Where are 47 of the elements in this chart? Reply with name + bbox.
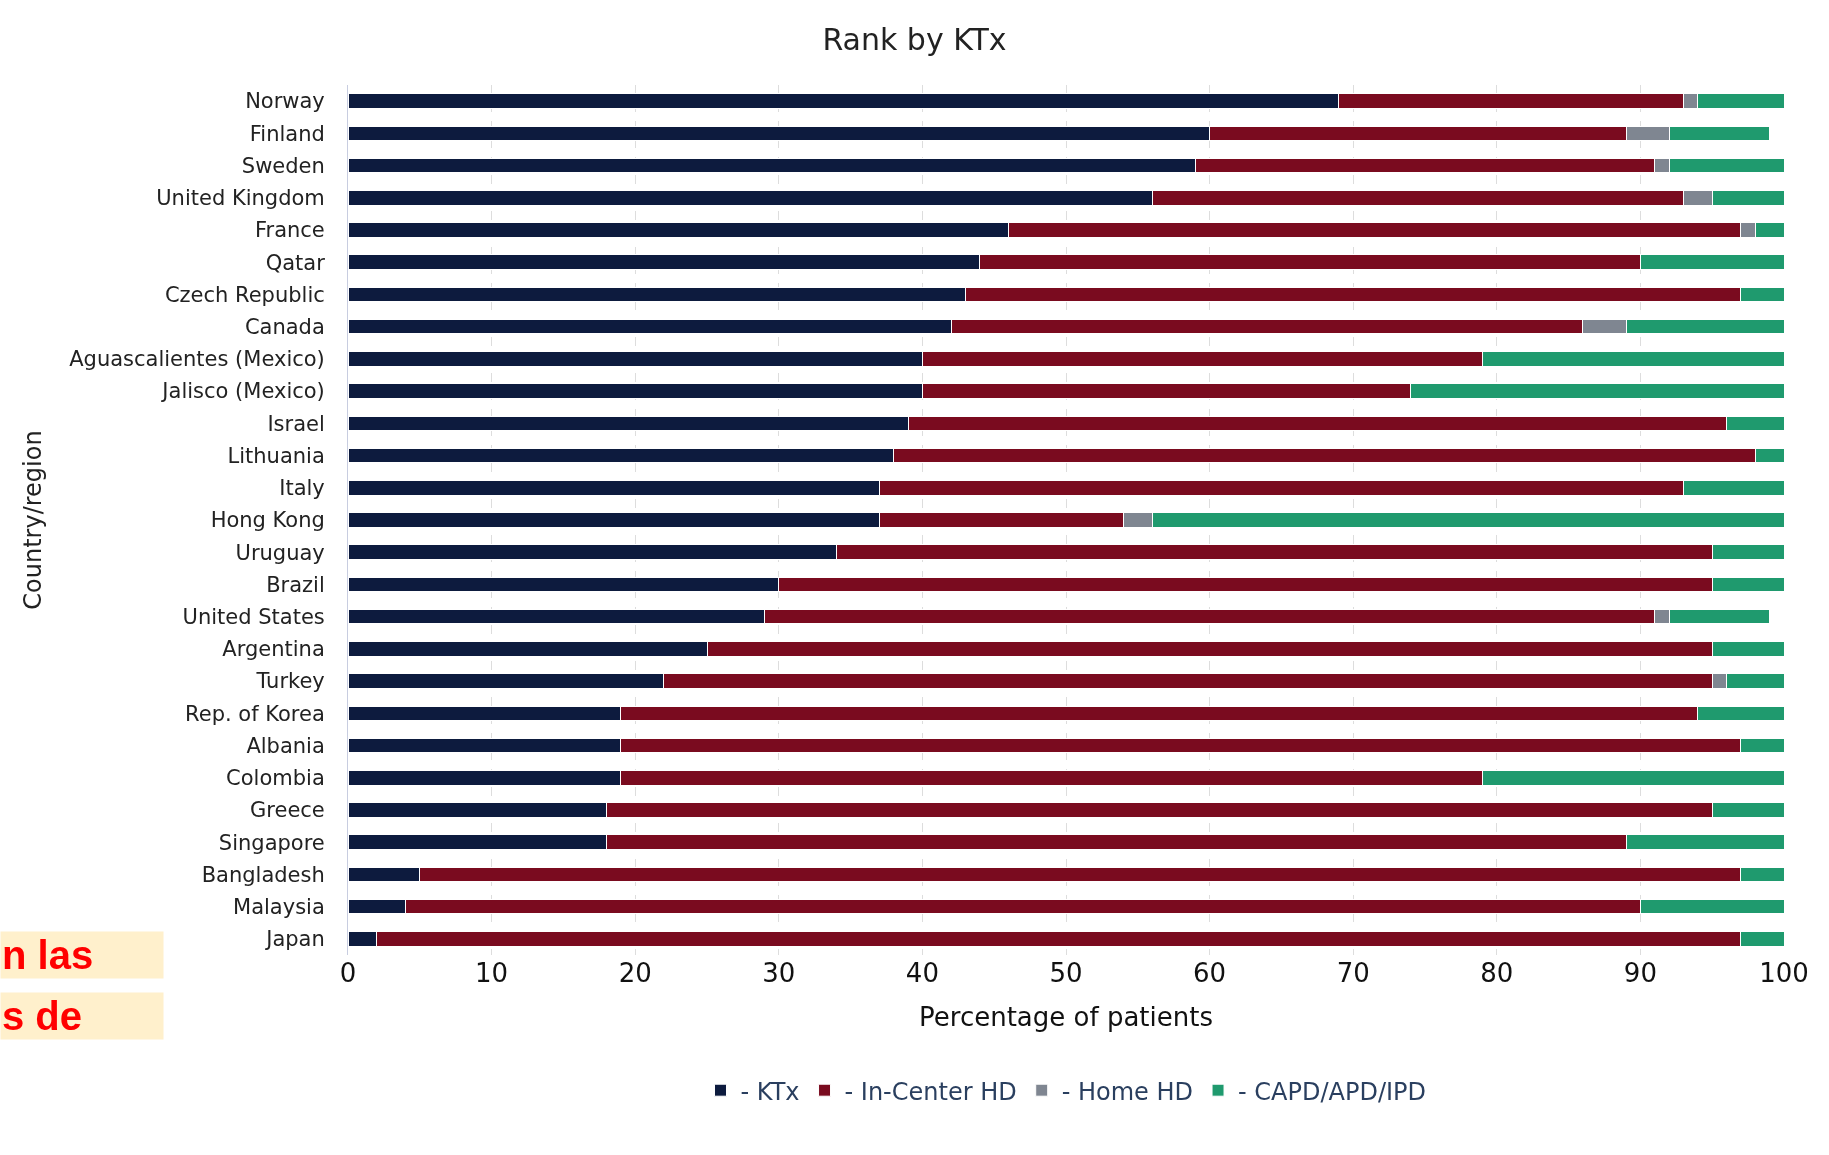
x-tick-label: 50 bbox=[1049, 958, 1083, 988]
text: n las bbox=[2, 933, 94, 977]
y-tick-label: Turkey bbox=[255, 669, 325, 694]
chart-title: Rank by KTx bbox=[822, 21, 1007, 57]
x-axis-title: Percentage of patients bbox=[919, 1001, 1213, 1032]
y-tick-label: France bbox=[254, 218, 325, 243]
x-tick-label: 10 bbox=[475, 958, 509, 988]
y-tick-label: Sweden bbox=[241, 153, 325, 178]
x-tick-label: 80 bbox=[1480, 958, 1514, 988]
y-tick-label: Uruguay bbox=[235, 540, 325, 565]
y-tick-label: United Kingdom bbox=[156, 186, 325, 211]
y-tick-label: Albania bbox=[246, 733, 325, 758]
legend-label: - KTx bbox=[740, 1077, 800, 1106]
x-tick-label: 90 bbox=[1623, 958, 1657, 988]
legend-label: - In-Center HD bbox=[844, 1077, 1017, 1106]
x-tick-label: 30 bbox=[762, 958, 796, 988]
y-tick-label: Aguascalientes (Mexico) bbox=[69, 347, 325, 372]
y-axis-title: Country/region bbox=[19, 430, 48, 610]
y-tick-label: Lithuania bbox=[227, 443, 325, 468]
y-tick-label: Jalisco (Mexico) bbox=[160, 379, 325, 404]
y-tick-label: Malaysia bbox=[233, 895, 325, 920]
text: s de bbox=[2, 994, 83, 1038]
legend-label: - Home HD bbox=[1061, 1077, 1194, 1106]
legend-label: - CAPD/APD/IPD bbox=[1238, 1077, 1427, 1106]
y-tick-label: Brazil bbox=[266, 572, 325, 597]
y-tick-label: Italy bbox=[279, 476, 325, 501]
x-tick-label: 70 bbox=[1336, 958, 1370, 988]
y-tick-label: Singapore bbox=[218, 830, 325, 855]
x-tick-label: 20 bbox=[618, 958, 652, 988]
y-tick-label: Qatar bbox=[265, 250, 326, 275]
y-tick-label: Hong Kong bbox=[210, 508, 325, 533]
y-tick-label: Norway bbox=[245, 89, 325, 114]
y-tick-label: Colombia bbox=[226, 766, 325, 791]
y-tick-label: Greece bbox=[250, 798, 325, 823]
y-tick-label: United States bbox=[182, 605, 325, 630]
y-tick-label: Argentina bbox=[222, 637, 325, 662]
y-tick-label: Bangladesh bbox=[201, 862, 325, 887]
y-tick-label: Rep. of Korea bbox=[185, 701, 325, 726]
y-tick-label: Czech Republic bbox=[164, 282, 325, 307]
x-tick-label: 0 bbox=[339, 958, 357, 988]
y-tick-label: Canada bbox=[244, 315, 325, 340]
y-tick-label: Finland bbox=[249, 121, 325, 146]
y-tick-label: Israel bbox=[267, 411, 325, 436]
x-tick-label: 100 bbox=[1759, 958, 1809, 988]
x-tick-label: 60 bbox=[1193, 958, 1227, 988]
x-tick-label: 40 bbox=[905, 958, 939, 988]
y-tick-label: Japan bbox=[264, 927, 325, 952]
